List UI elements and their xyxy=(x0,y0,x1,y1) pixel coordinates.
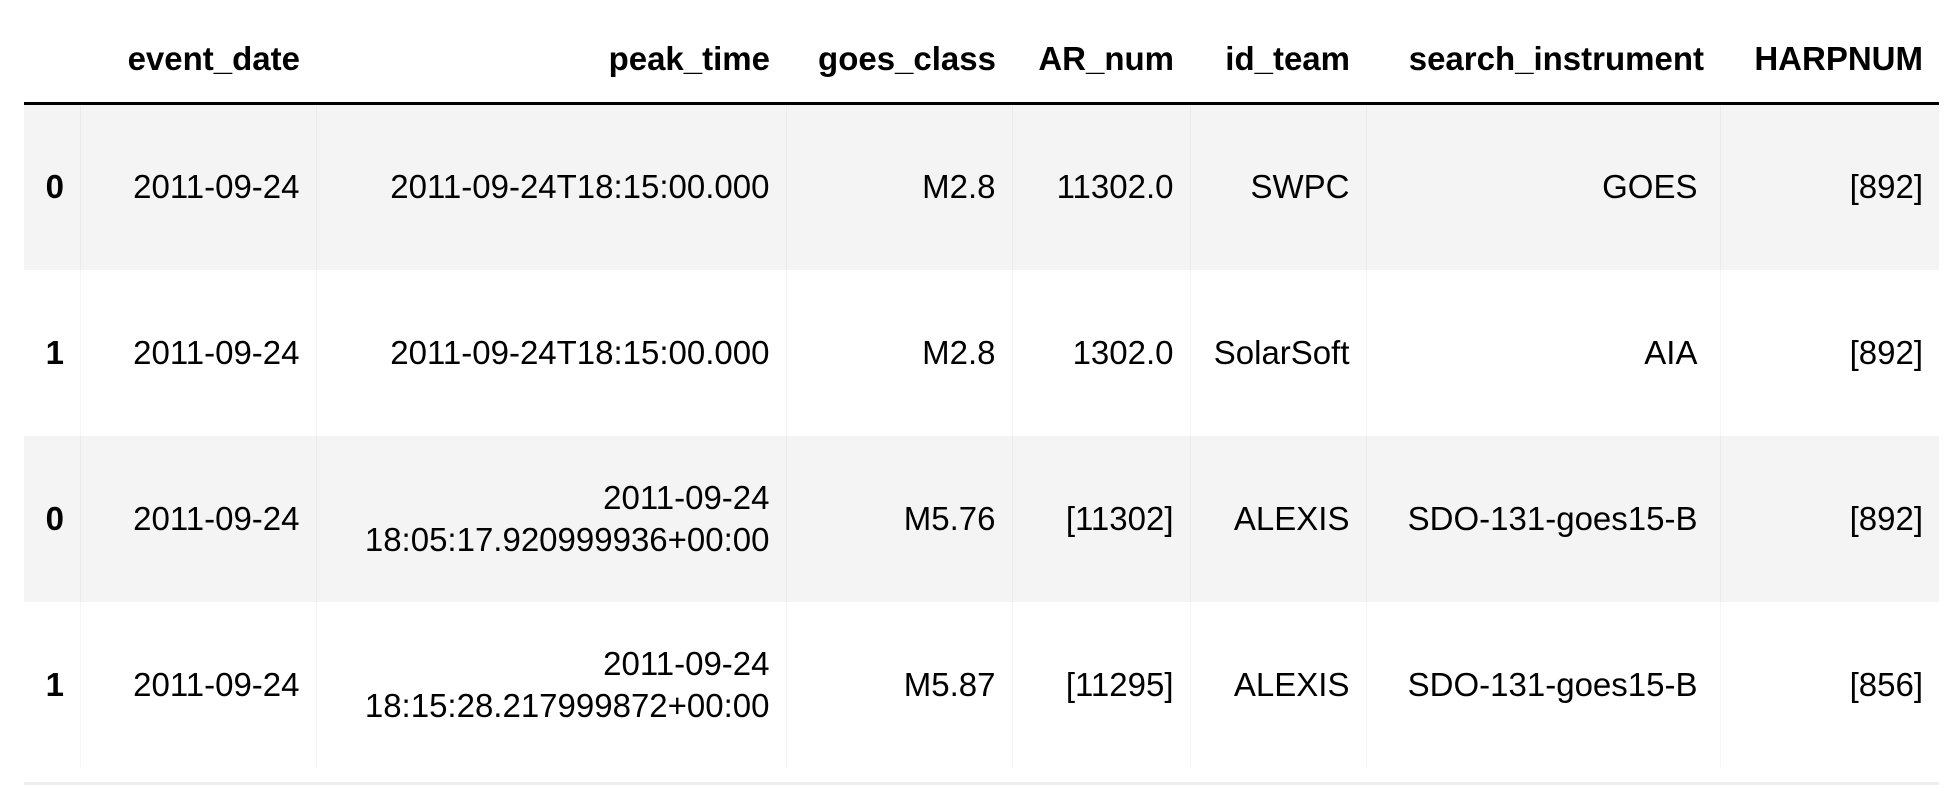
cell-id-team: SolarSoft xyxy=(1190,269,1367,436)
table-row: 0 2011-09-24 2011-09-24T18:15:00.000 M2.… xyxy=(24,103,1939,270)
row-index: 1 xyxy=(24,601,81,768)
cell-harpnum: [856] xyxy=(1849,665,1923,703)
cell-goes-class: M5.87 xyxy=(786,601,1013,768)
table-body: 0 2011-09-24 2011-09-24T18:15:00.000 M2.… xyxy=(24,103,1939,768)
table-row: 0 2011-09-24 2011-09-24 18:05:17.9209999… xyxy=(24,435,1939,602)
cell-harpnum: [892] xyxy=(1849,499,1923,537)
header-id-team: id_team xyxy=(1190,16,1366,105)
header-search-instrument: search_instrument xyxy=(1366,16,1720,105)
cell-peak-time: 2011-09-24T18:15:00.000 xyxy=(316,103,787,270)
header-peak-time: peak_time xyxy=(316,16,786,105)
table-bottom-divider xyxy=(24,782,1939,785)
header-ar-num: AR_num xyxy=(1012,16,1190,105)
table-row: 1 2011-09-24 2011-09-24 18:15:28.2179998… xyxy=(24,601,1939,768)
cell-ar-num: 11302.0 xyxy=(1012,103,1191,270)
dataframe-output: event_date peak_time goes_class AR_num i… xyxy=(24,16,1939,768)
dataframe-table: event_date peak_time goes_class AR_num i… xyxy=(24,16,1939,768)
cell-search-instrument: GOES xyxy=(1366,103,1721,270)
row-index: 1 xyxy=(24,269,81,436)
cell-id-team: ALEXIS xyxy=(1190,435,1367,602)
cell-id-team: ALEXIS xyxy=(1190,601,1367,768)
cell-event-date: 2011-09-24 xyxy=(80,601,317,768)
cell-peak-time: 2011-09-24 18:05:17.920999936+00:00 xyxy=(316,435,787,602)
header-event-date: event_date xyxy=(80,16,316,105)
header-goes-class: goes_class xyxy=(786,16,1012,105)
table-header: event_date peak_time goes_class AR_num i… xyxy=(24,16,1939,105)
cell-id-team: SWPC xyxy=(1190,103,1367,270)
cell-ar-num: [11295] xyxy=(1012,601,1191,768)
cell-harpnum: [892] xyxy=(1849,168,1923,206)
cell-event-date: 2011-09-24 xyxy=(80,269,317,436)
cell-event-date: 2011-09-24 xyxy=(80,103,317,270)
cell-peak-time: 2011-09-24 18:15:28.217999872+00:00 xyxy=(316,601,787,768)
row-index: 0 xyxy=(24,103,81,270)
cell-ar-num: 1302.0 xyxy=(1012,269,1191,436)
cell-ar-num: [11302] xyxy=(1012,435,1191,602)
cell-event-date: 2011-09-24 xyxy=(80,435,317,602)
cell-goes-class: M2.8 xyxy=(786,269,1013,436)
header-index xyxy=(24,16,80,105)
row-index: 0 xyxy=(24,435,81,602)
cell-search-instrument: SDO-131-goes15-B xyxy=(1366,601,1721,768)
cell-peak-time: 2011-09-24T18:15:00.000 xyxy=(316,269,787,436)
header-row: event_date peak_time goes_class AR_num i… xyxy=(24,16,1939,105)
cell-search-instrument: SDO-131-goes15-B xyxy=(1366,435,1721,602)
cell-search-instrument: AIA xyxy=(1366,269,1721,436)
header-harpnum: HARPNUM xyxy=(1720,16,1939,105)
cell-goes-class: M2.8 xyxy=(786,103,1013,270)
cell-goes-class: M5.76 xyxy=(786,435,1013,602)
table-row: 1 2011-09-24 2011-09-24T18:15:00.000 M2.… xyxy=(24,269,1939,436)
cell-harpnum: [892] xyxy=(1849,333,1923,371)
